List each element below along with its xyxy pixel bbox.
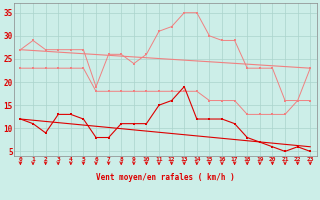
X-axis label: Vent moyen/en rafales ( km/h ): Vent moyen/en rafales ( km/h ) bbox=[96, 174, 235, 182]
